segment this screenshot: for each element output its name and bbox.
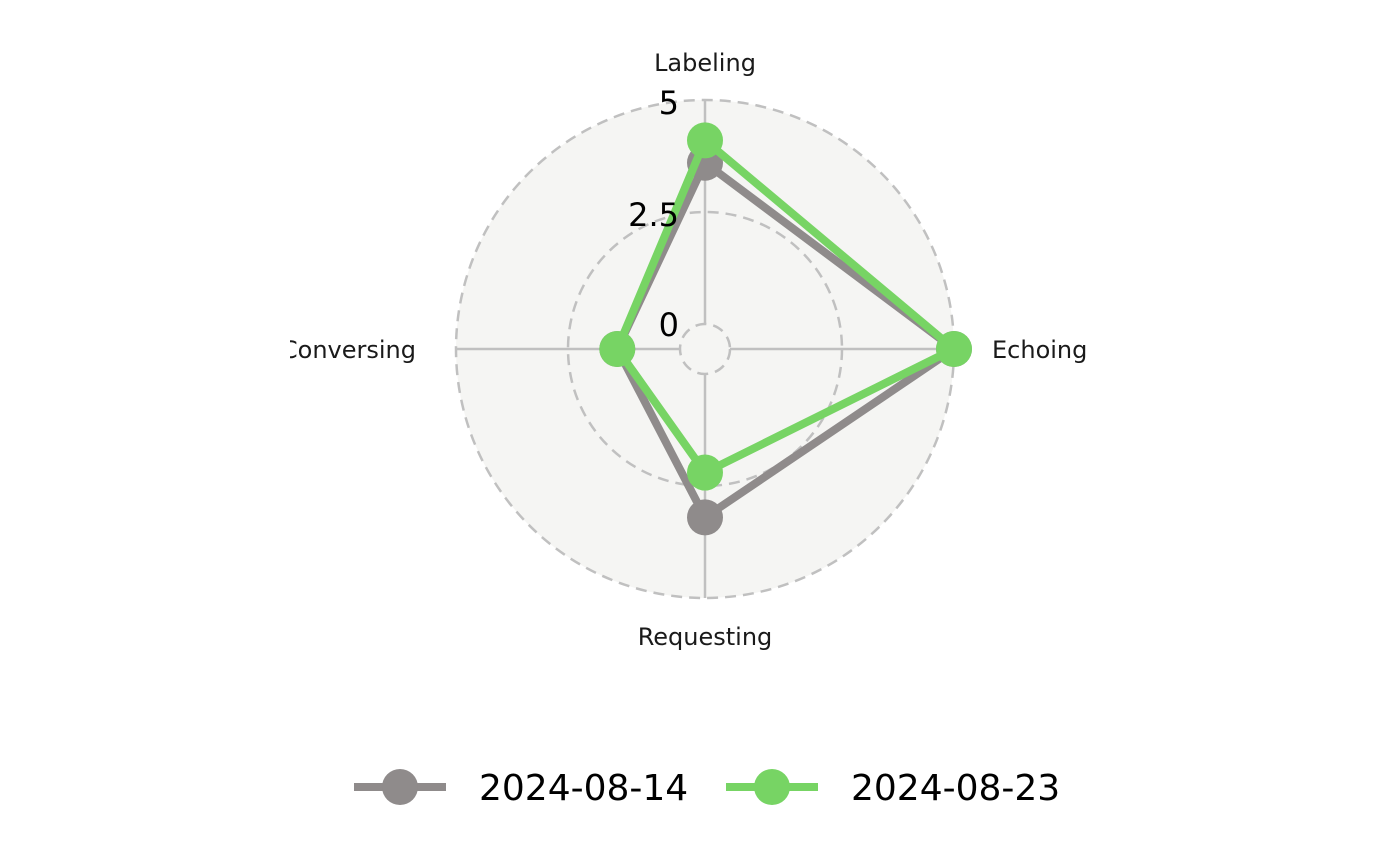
legend-key-marker-2024-08-14 xyxy=(382,769,418,805)
polar-panel-background xyxy=(456,100,954,598)
series-layer xyxy=(599,122,972,536)
legend-item-2024-08-14: 2024-08-14 xyxy=(354,768,688,809)
axis-label-labeling: Labeling xyxy=(654,49,756,77)
point-2024-08-23-echoing xyxy=(936,331,972,367)
radial-tick-label-5: 5 xyxy=(659,84,679,122)
legend-label-2024-08-23: 2024-08-23 xyxy=(851,768,1060,809)
axis-label-echoing: Echoing xyxy=(992,336,1087,364)
radial-tick-label-2-5: 2.5 xyxy=(628,196,679,234)
legend-key-marker-2024-08-23 xyxy=(754,769,790,805)
axis-label-conversing: Conversing xyxy=(281,336,416,364)
point-2024-08-23-labeling xyxy=(687,122,723,159)
legend-label-2024-08-14: 2024-08-14 xyxy=(479,768,688,809)
axis-label-requesting: Requesting xyxy=(638,623,773,651)
legend: 2024-08-14 2024-08-23 xyxy=(354,768,1060,809)
radial-tick-label-0: 0 xyxy=(659,306,679,344)
point-2024-08-23-conversing xyxy=(599,331,636,367)
legend-item-2024-08-23: 2024-08-23 xyxy=(726,768,1060,809)
point-2024-08-23-requesting xyxy=(687,454,723,491)
point-2024-08-14-requesting xyxy=(687,499,723,536)
